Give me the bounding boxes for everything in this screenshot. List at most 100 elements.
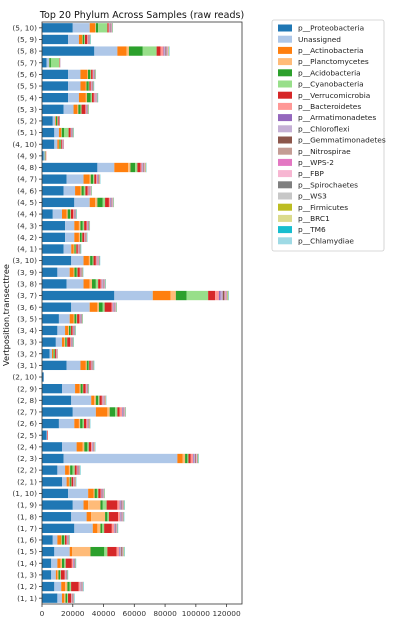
legend-swatch bbox=[278, 170, 292, 178]
bar-segment bbox=[76, 442, 83, 452]
bar-segment bbox=[42, 372, 44, 382]
legend-label: p__Nitrospirae bbox=[298, 147, 351, 156]
y-tick-label: (4, 3) bbox=[17, 221, 37, 230]
bar-segment bbox=[70, 325, 72, 336]
bar-segment bbox=[86, 81, 89, 91]
legend-swatch bbox=[278, 237, 292, 245]
bar-segment bbox=[119, 407, 122, 417]
legend-label: p__Chloroflexi bbox=[298, 124, 349, 133]
bar-segment bbox=[70, 465, 73, 475]
bar-segment bbox=[92, 442, 94, 452]
bar-segment bbox=[54, 581, 62, 592]
bar-segment bbox=[51, 570, 56, 580]
bar-segment bbox=[95, 23, 96, 33]
bar-segment bbox=[42, 232, 66, 242]
bar-segment bbox=[69, 581, 72, 592]
bar-segment bbox=[58, 418, 75, 429]
legend-swatch bbox=[278, 203, 292, 211]
legend-label: p__WPS-2 bbox=[298, 158, 334, 167]
bar-segment bbox=[53, 349, 55, 359]
bar-segment bbox=[187, 453, 189, 464]
y-tick-label: (1, 1) bbox=[17, 594, 37, 603]
bar-segment bbox=[56, 116, 58, 126]
bar-segment bbox=[95, 23, 99, 33]
legend-label: p__BRC1 bbox=[298, 214, 330, 223]
y-tick-label: (4, 10) bbox=[12, 140, 37, 149]
bar-segment bbox=[105, 512, 108, 522]
x-tick-label: 60000 bbox=[123, 609, 147, 618]
y-tick-label: (3, 8) bbox=[17, 280, 37, 289]
bar-segment bbox=[177, 453, 183, 464]
bar-segment bbox=[42, 442, 62, 452]
bar-segment bbox=[68, 477, 70, 487]
legend-swatch bbox=[278, 214, 292, 222]
bar-segment bbox=[104, 523, 112, 533]
bar-segment bbox=[79, 267, 81, 277]
bar-segment bbox=[93, 93, 95, 103]
bar-segment bbox=[102, 523, 105, 533]
bar-segment bbox=[52, 535, 58, 545]
y-tick-label: (1, 4) bbox=[17, 559, 37, 568]
y-tick-label: (5, 7) bbox=[17, 58, 37, 67]
bar-segment bbox=[116, 546, 119, 557]
legend-label: p__TM6 bbox=[298, 225, 326, 234]
y-tick-label: (4, 7) bbox=[17, 175, 37, 184]
bar-segment bbox=[95, 395, 99, 405]
bar-segment bbox=[175, 290, 187, 301]
legend-swatch bbox=[278, 58, 292, 66]
bar-segment bbox=[78, 104, 81, 114]
bar-segment bbox=[80, 232, 82, 242]
bar-segment bbox=[77, 104, 79, 114]
bar-segment bbox=[120, 500, 122, 510]
bar-segment bbox=[96, 488, 99, 499]
bar-segment bbox=[85, 360, 87, 371]
bar-segment bbox=[71, 302, 90, 312]
bar-segment bbox=[55, 349, 57, 359]
bar-segment bbox=[82, 221, 85, 231]
bar-segment bbox=[98, 395, 100, 405]
legend-label: p__Verrucomicrobia bbox=[298, 91, 370, 100]
bar-segment bbox=[42, 23, 73, 33]
bar-segment bbox=[86, 512, 92, 522]
bar-segment bbox=[164, 46, 166, 56]
bar-segment bbox=[54, 139, 58, 149]
bar-segment bbox=[67, 209, 70, 219]
bar-segment bbox=[81, 104, 86, 114]
y-tick-label: (4, 2) bbox=[17, 233, 37, 242]
bar-segment bbox=[83, 186, 86, 196]
bar-segment bbox=[90, 81, 92, 91]
bar-segment bbox=[119, 546, 121, 557]
bar-segment bbox=[42, 116, 53, 126]
legend-swatch bbox=[278, 114, 292, 122]
bar-segment bbox=[74, 197, 90, 208]
bar-segment bbox=[42, 46, 95, 56]
bar-segment bbox=[72, 325, 74, 336]
bar-segment bbox=[87, 34, 88, 45]
bar-segment bbox=[60, 570, 61, 580]
bar-segment bbox=[126, 46, 129, 56]
legend-swatch bbox=[278, 181, 292, 189]
bar-segment bbox=[95, 279, 99, 289]
bar-segment bbox=[60, 139, 62, 149]
bar-segment bbox=[52, 209, 62, 219]
bar-segment bbox=[188, 453, 191, 464]
bar-segment bbox=[71, 512, 87, 522]
x-tick-label: 100000 bbox=[182, 609, 211, 618]
bar-segment bbox=[218, 290, 221, 301]
bar-segment bbox=[65, 325, 69, 336]
bar-segment bbox=[42, 325, 58, 336]
bar-segment bbox=[122, 407, 124, 417]
bar-segment bbox=[42, 546, 55, 557]
bar-segment bbox=[110, 197, 111, 208]
bar-segment bbox=[140, 162, 142, 173]
bar-segment bbox=[64, 127, 69, 138]
bar-segment bbox=[107, 23, 109, 33]
legend-label: p__Cyanobacteria bbox=[298, 80, 364, 89]
y-tick-label: (5, 2) bbox=[17, 117, 37, 126]
bar-segment bbox=[95, 255, 97, 266]
bar-segment bbox=[66, 535, 68, 545]
bar-segment bbox=[80, 186, 82, 196]
bar-segment bbox=[66, 209, 68, 219]
y-tick-label: (2, 1) bbox=[17, 477, 37, 486]
bar-segment bbox=[166, 46, 167, 56]
